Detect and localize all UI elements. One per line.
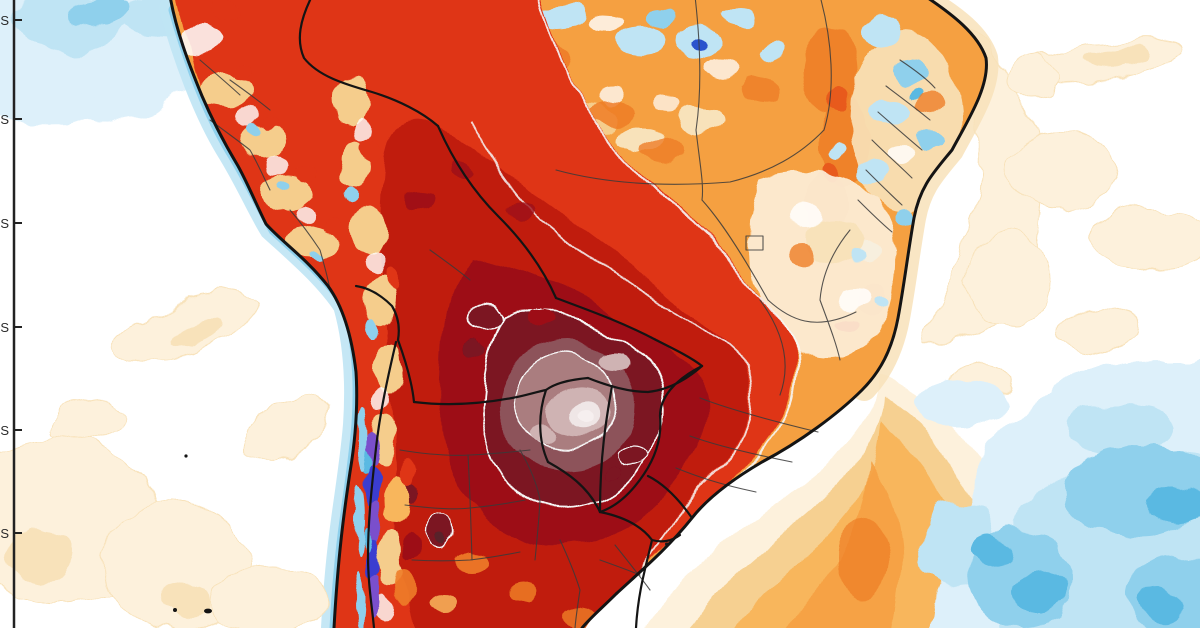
pacific-warm-patches (0, 293, 330, 628)
tick-label: S (0, 112, 9, 127)
tick-label: S (0, 13, 9, 28)
borders-layer (169, 0, 988, 628)
axis-tick-labels: S S S S S S (0, 13, 9, 541)
heat-satellites (402, 161, 702, 628)
peru-mottle (178, 0, 340, 261)
tick-label: S (0, 216, 9, 231)
andes-stripe (336, 76, 420, 628)
latitude-axis: S S S S S S (0, 0, 22, 628)
tick-label: S (0, 526, 9, 541)
island-dots (173, 454, 212, 614)
south-atlantic-warm-band (638, 372, 1014, 628)
axis-ticks (14, 19, 22, 534)
tick-label: S (0, 320, 9, 335)
country-borders (298, 0, 704, 628)
tick-label: S (0, 423, 9, 438)
south-atlantic-cool-pool (915, 360, 1200, 628)
equatorial-cool-mottle (534, 2, 788, 80)
coastline (169, 0, 988, 628)
east-pale-band (748, 146, 896, 359)
state-borders (199, 0, 936, 628)
